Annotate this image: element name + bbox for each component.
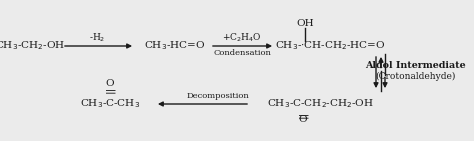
Text: -H$_2$: -H$_2$	[89, 32, 105, 44]
Text: ||: ||	[298, 110, 308, 118]
Text: Condensation: Condensation	[213, 49, 271, 57]
Text: CH$_3$-·CH-CH$_2$-HC=O: CH$_3$-·CH-CH$_2$-HC=O	[275, 40, 385, 52]
Text: ||: ||	[105, 85, 115, 93]
Text: +C$_2$H$_4$O: +C$_2$H$_4$O	[222, 32, 262, 44]
Text: O: O	[299, 114, 307, 124]
Text: (Crotonaldehyde): (Crotonaldehyde)	[375, 71, 455, 81]
Text: Aldol Intermediate: Aldol Intermediate	[365, 60, 465, 70]
Text: O: O	[106, 79, 114, 88]
Text: CH$_3$-CH$_2$-OH: CH$_3$-CH$_2$-OH	[0, 40, 65, 52]
Text: Decomposition: Decomposition	[187, 92, 249, 100]
Text: CH$_3$-C-CH$_2$-CH$_2$-OH: CH$_3$-C-CH$_2$-CH$_2$-OH	[266, 98, 374, 110]
Text: OH: OH	[296, 18, 314, 27]
Text: CH$_3$-HC=O: CH$_3$-HC=O	[145, 40, 206, 52]
Text: CH$_3$-C-CH$_3$: CH$_3$-C-CH$_3$	[80, 98, 140, 110]
